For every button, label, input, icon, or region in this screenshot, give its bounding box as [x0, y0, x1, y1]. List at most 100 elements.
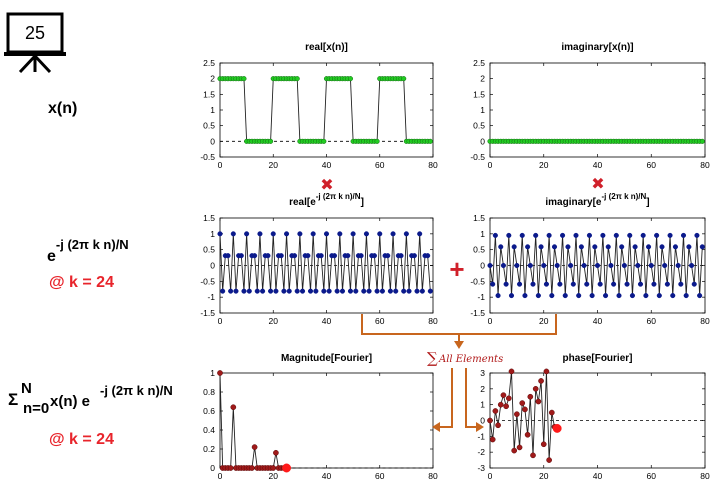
sum-term: x(n) e	[50, 393, 91, 410]
data-point	[651, 281, 657, 287]
y-tick-label: -1.5	[200, 308, 215, 318]
data-point	[516, 444, 523, 451]
y-tick-label: 0	[480, 136, 485, 146]
data-point	[543, 281, 549, 287]
data-point	[363, 231, 369, 237]
x-tick-label: 20	[269, 160, 279, 170]
y-tick-label: 2	[210, 74, 215, 84]
data-point	[268, 138, 274, 144]
sum-lower: n=0	[23, 400, 50, 417]
data-point	[334, 288, 340, 294]
data-point	[425, 253, 431, 259]
chart-magnitude: Magnitude[Fourier] 0 20 40 60 80 0 0.2 0.4 0.6 0.8…	[203, 353, 438, 481]
data-point	[347, 76, 354, 82]
data-point	[635, 262, 641, 269]
data-point	[353, 288, 359, 294]
x-tick-label: 40	[593, 316, 603, 326]
chart-phase: phase[Fourier] 0 20 40 60 80 -3 -2 -1 0 1 2 3	[477, 353, 710, 481]
y-tick-label: 1	[210, 368, 215, 378]
x-tick-label: 60	[375, 471, 385, 481]
y-tick-label: -1	[477, 292, 485, 302]
data-point	[670, 293, 676, 299]
x-tick-label: 80	[700, 471, 710, 481]
data-point	[241, 76, 247, 82]
y-tick-label: 1	[210, 229, 215, 239]
data-point	[505, 395, 512, 402]
data-point	[379, 288, 385, 294]
data-point	[503, 281, 509, 287]
data-point	[487, 417, 493, 424]
data-point	[495, 422, 501, 429]
data-point	[508, 293, 515, 299]
data-point	[535, 293, 541, 299]
data-point	[257, 231, 263, 237]
series-line	[219, 233, 431, 292]
data-point	[565, 244, 571, 250]
data-point	[238, 253, 244, 259]
chart-title: Magnitude[Fourier]	[281, 353, 372, 364]
data-point	[584, 281, 590, 287]
multiply-icon-left: ✖	[320, 177, 333, 194]
x-tick-label: 60	[647, 471, 657, 481]
data-point	[616, 293, 622, 299]
data-point	[350, 231, 356, 237]
y-tick-label: -3	[477, 463, 485, 473]
data-point	[337, 231, 343, 237]
y-tick-label: 2	[480, 74, 485, 84]
y-tick-label: 0.2	[203, 444, 215, 454]
multiply-icon-right: ✖	[591, 176, 604, 193]
y-tick-label: 1.5	[473, 89, 485, 99]
data-point	[551, 244, 558, 250]
data-point	[549, 293, 555, 299]
data-point	[524, 431, 531, 438]
x-tick-label: 40	[593, 160, 603, 170]
data-point	[254, 288, 260, 294]
data-point	[284, 231, 290, 237]
data-point	[487, 262, 493, 269]
series-line	[489, 235, 703, 296]
data-point	[419, 288, 425, 294]
data-point	[592, 244, 598, 250]
data-point	[667, 232, 673, 238]
x-tick-label: 0	[218, 316, 223, 326]
data-point	[339, 288, 346, 294]
x-tick-label: 0	[218, 471, 223, 481]
y-tick-label: 0	[480, 416, 485, 426]
data-point	[535, 398, 542, 405]
y-tick-label: 0.5	[473, 245, 485, 255]
data-point	[371, 253, 377, 259]
data-point	[401, 288, 407, 294]
x-tick-label: 20	[539, 471, 549, 481]
data-point	[608, 262, 614, 269]
basis-base: e	[47, 248, 56, 265]
data-point	[307, 288, 314, 294]
data-point	[414, 288, 420, 294]
x-tick-label: 0	[488, 160, 493, 170]
x-tick-label: 40	[322, 316, 332, 326]
data-point	[417, 231, 423, 237]
data-point	[252, 253, 258, 259]
data-point	[427, 138, 433, 144]
plot-area	[219, 372, 434, 469]
data-point	[273, 288, 279, 294]
y-tick-label: 3	[480, 368, 485, 378]
data-point	[313, 288, 319, 294]
data-point	[401, 76, 407, 82]
x-tick-label: 20	[269, 316, 279, 326]
sum-all-elements-label: All Elements	[438, 354, 503, 365]
y-tick-label: 0	[210, 136, 215, 146]
data-point	[403, 231, 409, 237]
data-point	[568, 262, 574, 269]
data-point	[691, 281, 697, 287]
data-point	[387, 288, 393, 294]
y-tick-label: 0.6	[203, 406, 215, 416]
chart-title: imaginary[x(n)]	[561, 42, 633, 53]
data-point	[490, 281, 496, 287]
data-point	[527, 393, 534, 400]
x-tick-label: 0	[488, 316, 493, 326]
sum-k-label: @ k = 24	[49, 431, 114, 448]
y-tick-label: 0	[210, 261, 215, 271]
data-point	[225, 253, 231, 259]
data-point	[310, 231, 316, 237]
